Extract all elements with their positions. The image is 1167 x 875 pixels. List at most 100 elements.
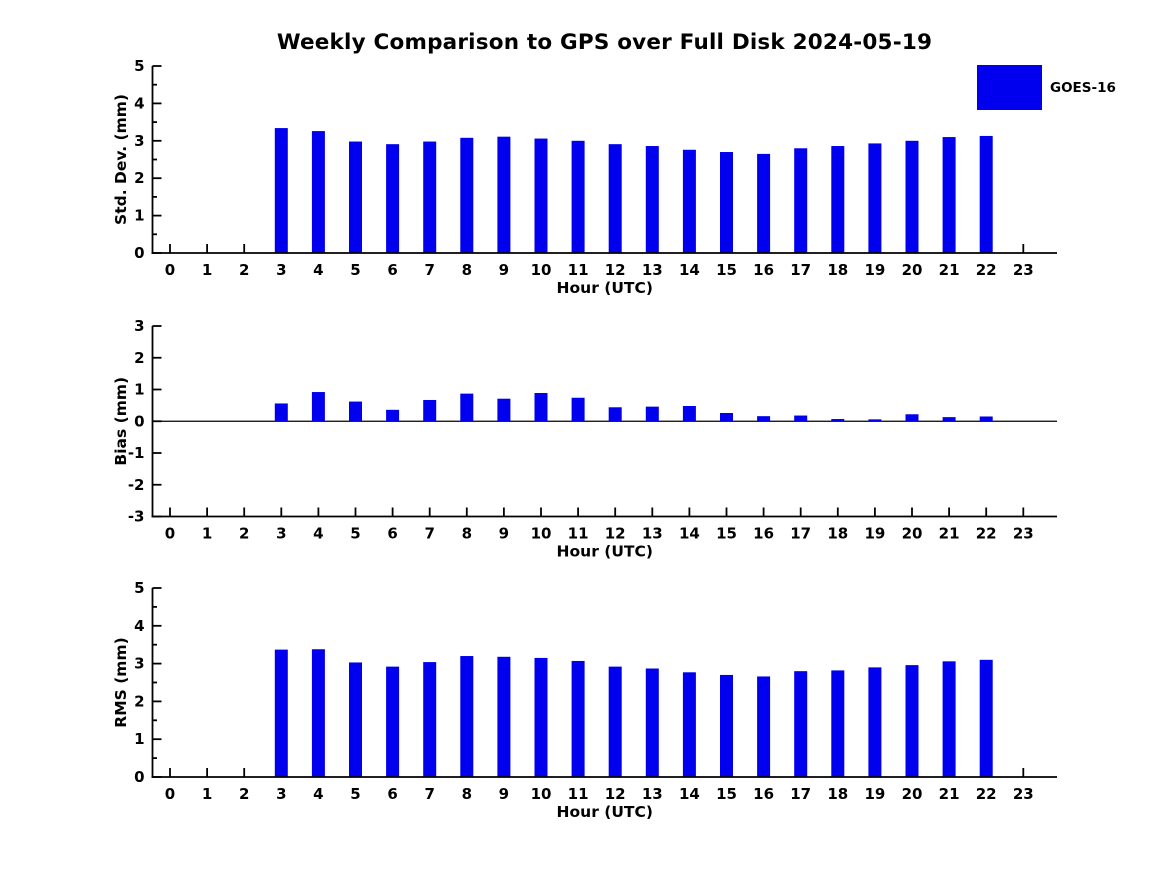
bar-hour-14 [682,672,696,777]
x-tick-label: 16 [753,261,774,279]
x-tick-label: 0 [165,525,175,543]
bar-hour-21 [942,137,956,253]
bar-hour-22 [979,135,993,253]
y-axis-label: Bias (mm) [112,377,130,466]
x-tick-label: 13 [642,525,663,543]
x-tick-label: 8 [462,785,472,803]
bar-hour-4 [311,131,325,253]
bar-hour-21 [942,661,956,777]
y-tick-label: 4 [134,617,144,635]
x-tick-label: 9 [499,525,509,543]
y-tick-label: 3 [134,132,144,150]
bar-hour-4 [311,392,325,422]
bar-hour-19 [868,667,882,777]
x-tick-label: 2 [239,261,249,279]
x-tick-label: 20 [902,785,923,803]
bar-hour-8 [460,137,474,253]
x-tick-label: 21 [939,261,960,279]
x-tick-label: 17 [790,785,811,803]
y-tick-label: 0 [134,412,144,430]
bar-hour-12 [608,666,622,777]
bar-hour-6 [386,144,400,253]
x-tick-label: 13 [642,785,663,803]
x-tick-label: 4 [313,525,323,543]
y-tick-label: 3 [134,655,144,673]
y-tick-label: 0 [134,768,144,786]
x-tick-label: 19 [864,261,885,279]
x-tick-label: 20 [902,525,923,543]
bar-hour-6 [386,409,400,422]
y-tick-label: 1 [134,207,144,225]
bar-hour-19 [868,419,882,422]
bar-hour-18 [831,419,845,422]
y-tick-label: 2 [134,169,144,187]
bar-hour-13 [645,146,659,253]
x-tick-label: 18 [827,261,848,279]
x-tick-label: 20 [902,261,923,279]
x-axis-label: Hour (UTC) [557,543,653,561]
y-tick-label: 4 [134,94,144,112]
bar-hour-10 [534,657,548,777]
x-tick-label: 23 [1013,785,1034,803]
bar-hour-11 [571,660,585,777]
x-tick-label: 16 [753,785,774,803]
bar-hour-5 [349,401,362,422]
x-tick-label: 1 [202,261,212,279]
bar-hour-4 [311,649,325,777]
x-tick-label: 15 [716,785,737,803]
bar-hour-17 [794,671,808,777]
x-tick-label: 8 [462,525,472,543]
bar-hour-22 [979,659,993,777]
x-tick-label: 10 [531,261,552,279]
bar-hour-18 [831,146,845,253]
y-tick-label: 5 [134,57,144,75]
bar-hour-9 [497,398,511,422]
x-tick-label: 18 [827,785,848,803]
x-tick-label: 17 [790,261,811,279]
x-tick-label: 8 [462,261,472,279]
bar-hour-22 [979,416,993,422]
legend: GOES-16 [977,65,1116,110]
legend-label: GOES-16 [1050,79,1116,96]
x-tick-label: 9 [499,261,509,279]
bar-hour-21 [942,417,956,422]
x-tick-label: 22 [976,785,997,803]
x-tick-label: 6 [387,525,397,543]
x-tick-label: 13 [642,261,663,279]
bar-hour-10 [534,392,548,422]
x-tick-label: 3 [276,785,286,803]
x-tick-label: 1 [202,785,212,803]
x-tick-label: 11 [568,261,589,279]
x-tick-label: 1 [202,525,212,543]
bar-hour-3 [274,649,288,777]
bar-hour-15 [720,674,733,777]
x-tick-label: 15 [716,525,737,543]
bar-hour-15 [720,412,733,422]
y-tick-label: 2 [134,692,144,710]
bar-hour-16 [757,416,771,422]
bar-hour-6 [386,666,400,777]
x-tick-label: 3 [276,525,286,543]
x-tick-label: 0 [165,785,175,803]
bar-hour-20 [905,665,919,777]
x-tick-label: 12 [605,785,626,803]
y-tick-label: 1 [134,730,144,748]
bar-hour-16 [757,676,771,777]
x-tick-label: 7 [424,525,434,543]
y-tick-label: 0 [134,244,144,262]
x-tick-label: 3 [276,261,286,279]
bar-hour-9 [497,136,511,253]
x-tick-label: 9 [499,785,509,803]
x-tick-label: 22 [976,261,997,279]
bar-hour-11 [571,140,585,253]
bar-hour-3 [274,128,288,253]
x-tick-label: 19 [864,525,885,543]
y-axis-label: RMS (mm) [112,637,130,727]
x-tick-label: 10 [531,525,552,543]
x-tick-label: 14 [679,785,700,803]
figure-title: Weekly Comparison to GPS over Full Disk … [276,30,933,55]
x-tick-label: 21 [939,525,960,543]
